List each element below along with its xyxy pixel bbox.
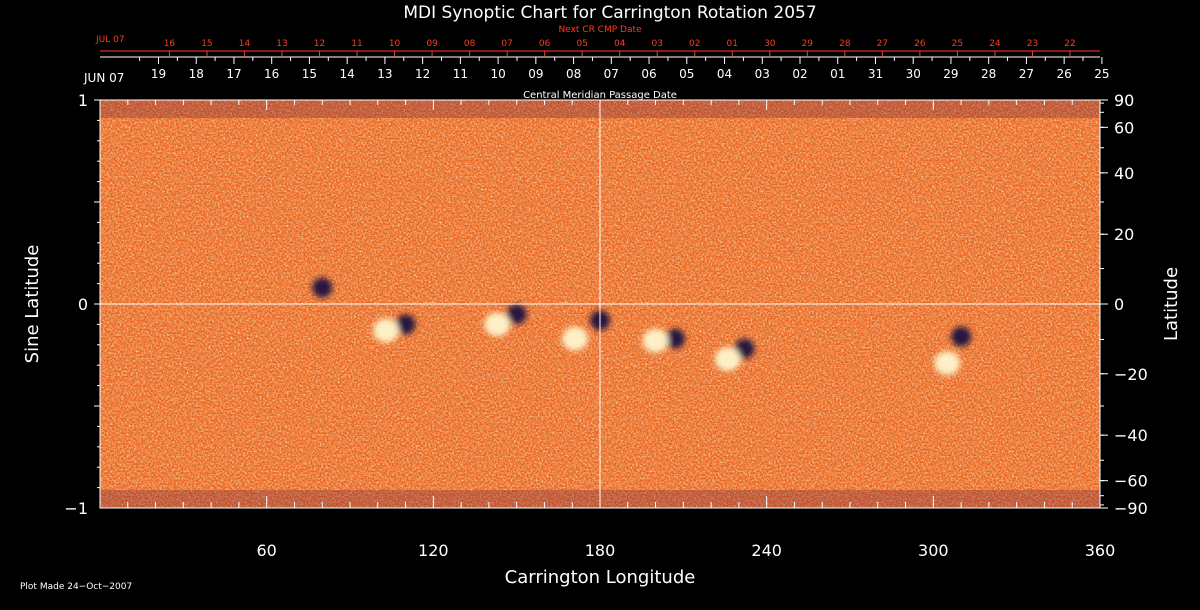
y-right-tick-label: −60	[1114, 472, 1148, 491]
y-right-ticks: 90 60 40 20 0 −20 −40 −60 −90	[1100, 91, 1148, 518]
cmp-date-ticks: 19 18 17 16 15 14 13 12 11 10 09 08 07 06 05 04 03 02 01 31…	[139, 57, 1110, 81]
next-cr-date-label: 07	[501, 39, 512, 49]
cmp-month: JUN 07	[83, 71, 124, 85]
active-region-negative	[312, 277, 333, 298]
cmp-date-label: 29	[943, 67, 958, 81]
active-region-positive	[562, 326, 588, 351]
x-tick-label: 300	[918, 541, 949, 560]
next-cr-date-label: 02	[689, 39, 700, 49]
next-cr-axis-label: Next CR CMP Date	[558, 25, 642, 35]
cmp-date-label: 19	[151, 67, 166, 81]
x-tick-label: 180	[585, 541, 616, 560]
next-cr-date-label: 29	[802, 39, 814, 49]
y-left-ticks: 1 0 −1	[64, 91, 100, 518]
next-cr-date-label: 25	[952, 39, 963, 49]
plot-made-footer: Plot Made 24−Oct−2007	[20, 582, 132, 592]
next-cr-date-label: 01	[727, 39, 738, 49]
next-cr-date-label: 23	[1027, 39, 1038, 49]
x-tick-label: 60	[256, 541, 276, 560]
next-cr-date-label: 04	[614, 39, 626, 49]
x-tick-label: 240	[751, 541, 782, 560]
next-cr-date-label: 27	[877, 39, 888, 49]
y-right-tick-label: −40	[1114, 426, 1148, 445]
x-tick-label: 360	[1085, 541, 1116, 560]
y-right-tick-label: 20	[1114, 225, 1134, 244]
active-region-positive	[373, 318, 400, 343]
y-right-tick-label: 40	[1114, 164, 1134, 183]
active-region-negative	[395, 314, 416, 335]
next-cr-date-ticks: 16 15 14 13 12 11 10 09 08 07 06 05 04 03 02 01 30 29 28 27…	[164, 39, 1076, 56]
active-region-positive	[934, 351, 961, 376]
next-cr-date-label: 26	[914, 39, 926, 49]
active-region-positive	[484, 312, 511, 337]
cmp-date-label: 13	[377, 67, 392, 81]
cmp-date-label: 03	[755, 67, 770, 81]
y-right-tick-label: 90	[1114, 91, 1134, 110]
cmp-date-label: 28	[981, 67, 996, 81]
cmp-date-label: 25	[1094, 67, 1109, 81]
active-region-positive	[714, 347, 741, 372]
cmp-date-label: 27	[1019, 67, 1034, 81]
cmp-date-label: 07	[604, 67, 619, 81]
next-cr-date-label: 15	[201, 39, 212, 49]
next-cr-date-label: 14	[239, 39, 251, 49]
cmp-axis-label: Central Meridian Passage Date	[523, 90, 677, 101]
y-axis-left-label: Sine Latitude	[22, 245, 43, 364]
next-cr-date-label: 06	[539, 39, 551, 49]
next-cr-date-label: 10	[389, 39, 401, 49]
next-cr-date-label: 08	[464, 39, 476, 49]
next-cr-date-label: 30	[764, 39, 776, 49]
cmp-date-label: 09	[528, 67, 543, 81]
next-cr-date-label: 05	[576, 39, 587, 49]
y-right-tick-label: −90	[1114, 499, 1148, 518]
active-region-negative	[951, 326, 972, 347]
next-cr-date-label: 11	[351, 39, 362, 49]
cmp-date-label: 10	[490, 67, 505, 81]
x-tick-label: 120	[418, 541, 449, 560]
next-cr-date-label: 13	[276, 39, 287, 49]
y-axis-right-label: Latitude	[1161, 267, 1182, 341]
active-region-negative	[665, 328, 685, 349]
active-region-positive	[642, 328, 669, 353]
next-cr-date-label: 03	[651, 39, 662, 49]
y-right-tick-label: 0	[1114, 295, 1124, 314]
cmp-date-label: 06	[641, 67, 656, 81]
cmp-date-label: 18	[189, 67, 204, 81]
next-cr-month: JUL 07	[95, 35, 125, 45]
next-cr-date-label: 28	[839, 39, 851, 49]
cmp-date-label: 17	[226, 67, 241, 81]
cmp-date-label: 04	[717, 67, 732, 81]
cmp-date-label: 01	[830, 67, 845, 81]
cmp-date-label: 05	[679, 67, 694, 81]
next-cr-date-label: 24	[989, 39, 1001, 49]
next-cr-date-label: 09	[426, 39, 438, 49]
y-right-tick-label: −20	[1114, 365, 1148, 384]
y-left-tick-label: 0	[78, 295, 88, 314]
y-left-tick-label: 1	[78, 91, 88, 110]
cmp-date-label: 15	[302, 67, 317, 81]
next-cr-date-label: 12	[314, 39, 325, 49]
cmp-date-label: 08	[566, 67, 581, 81]
x-axis-ticks: 60 120 180 240 300 360	[127, 100, 1116, 560]
chart-title: MDI Synoptic Chart for Carrington Rotati…	[403, 3, 816, 23]
next-cr-date-label: 16	[164, 39, 176, 49]
cmp-date-label: 11	[453, 67, 468, 81]
cmp-date-label: 26	[1057, 67, 1072, 81]
y-left-tick-label: −1	[64, 499, 88, 518]
cmp-date-label: 14	[340, 67, 355, 81]
y-right-tick-label: 60	[1114, 118, 1134, 137]
cmp-date-label: 02	[792, 67, 807, 81]
cmp-date-label: 30	[906, 67, 921, 81]
next-cr-date-label: 22	[1064, 39, 1075, 49]
active-region-negative	[506, 304, 527, 325]
cmp-date-label: 12	[415, 67, 430, 81]
cmp-date-label: 31	[868, 67, 883, 81]
x-axis-label: Carrington Longitude	[505, 567, 696, 588]
cmp-date-label: 16	[264, 67, 279, 81]
